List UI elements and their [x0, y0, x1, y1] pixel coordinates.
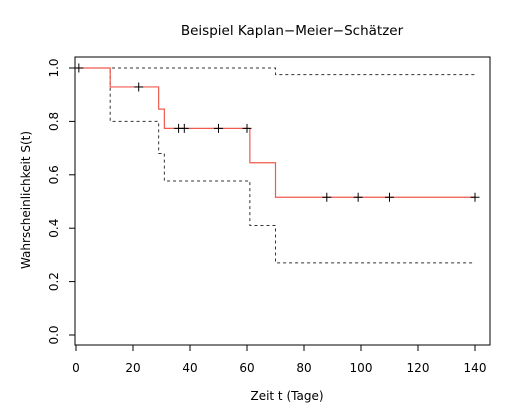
censor-mark: [179, 123, 189, 133]
chart-title: Beispiel Kaplan−Meier−Schätzer: [181, 23, 404, 39]
censor-mark: [322, 192, 332, 202]
estimate-line: [76, 67, 475, 198]
x-axis: 0 20 40 60 80 100 120 140: [72, 345, 486, 375]
upper-ci-line: [76, 67, 475, 76]
y-tick-label: 1.0: [47, 58, 61, 77]
x-tick-label: 0: [72, 361, 80, 375]
x-tick-label: 100: [350, 361, 373, 375]
x-tick-label: 20: [125, 361, 140, 375]
y-tick-label: 0.0: [47, 325, 61, 344]
x-tick-label: 80: [296, 361, 311, 375]
lower-ci-line: [76, 67, 475, 264]
censor-marks: [74, 63, 480, 202]
y-tick-label: 0.2: [47, 272, 61, 291]
y-axis: 0.0 0.2 0.4 0.6 0.8 1.0: [47, 58, 75, 345]
censor-mark: [353, 192, 363, 202]
censor-mark: [134, 82, 144, 92]
plot-frame: [74, 56, 491, 346]
censor-mark: [214, 123, 223, 133]
censor-mark: [470, 192, 480, 202]
x-tick-label: 140: [464, 361, 487, 375]
x-tick-label: 120: [407, 361, 430, 375]
y-tick-label: 0.4: [47, 219, 61, 238]
x-tick-label: 40: [182, 361, 197, 375]
y-tick-label: 0.6: [47, 165, 61, 184]
censor-mark: [385, 192, 394, 202]
x-axis-label: Zeit t (Tage): [250, 389, 323, 403]
censor-mark: [74, 63, 84, 73]
censor-mark: [242, 123, 252, 133]
x-tick-label: 60: [239, 361, 254, 375]
survival-estimate: [76, 67, 475, 198]
y-tick-label: 0.8: [47, 112, 61, 131]
y-axis-label: Wahrscheinlichkeit S(t): [19, 131, 33, 269]
confidence-band: [76, 67, 475, 264]
